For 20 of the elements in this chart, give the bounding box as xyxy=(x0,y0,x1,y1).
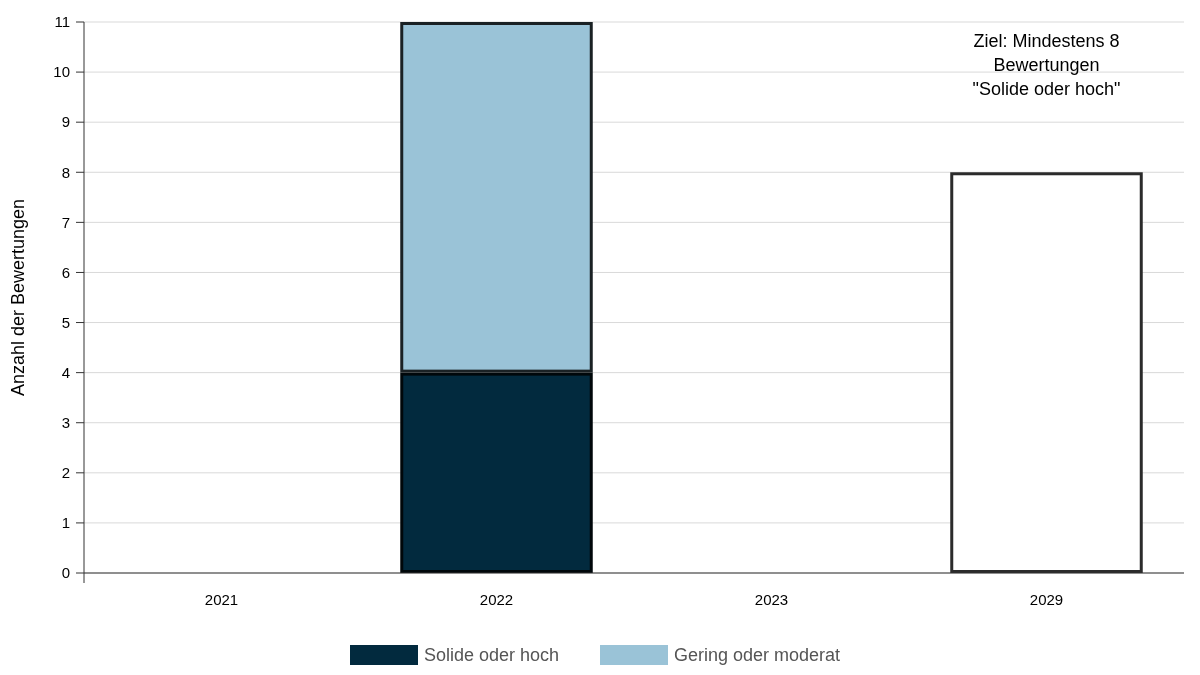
x-tick-label: 2029 xyxy=(1029,591,1064,608)
y-tick-label: 9 xyxy=(61,113,70,131)
x-tick-label: 2021 xyxy=(204,591,239,608)
y-tick-label: 8 xyxy=(61,163,70,181)
y-axis-title: Anzahl der Bewertungen xyxy=(8,198,28,397)
y-tick-label: 2 xyxy=(61,464,70,482)
y-tick-label: 7 xyxy=(61,213,70,231)
x-tick-label: 2023 xyxy=(754,591,789,608)
y-tick-label: 6 xyxy=(61,263,70,281)
legend-label: Gering oder moderat xyxy=(674,645,841,666)
x-tick-label: 2022 xyxy=(479,591,514,608)
legend-label: Solide oder hoch xyxy=(424,645,560,666)
y-tick-label: 0 xyxy=(61,564,70,582)
y-tick-label: 3 xyxy=(61,413,70,431)
y-tick-label: 10 xyxy=(53,63,70,81)
y-tick-label: 5 xyxy=(61,313,70,331)
annotation: Ziel: Mindestens 8 Bewertungen "Solide oder hoch" xyxy=(972,31,1121,99)
y-tick-label: 4 xyxy=(61,363,70,381)
y-tick-label: 1 xyxy=(61,514,70,532)
y-tick-label: 11 xyxy=(54,13,70,31)
